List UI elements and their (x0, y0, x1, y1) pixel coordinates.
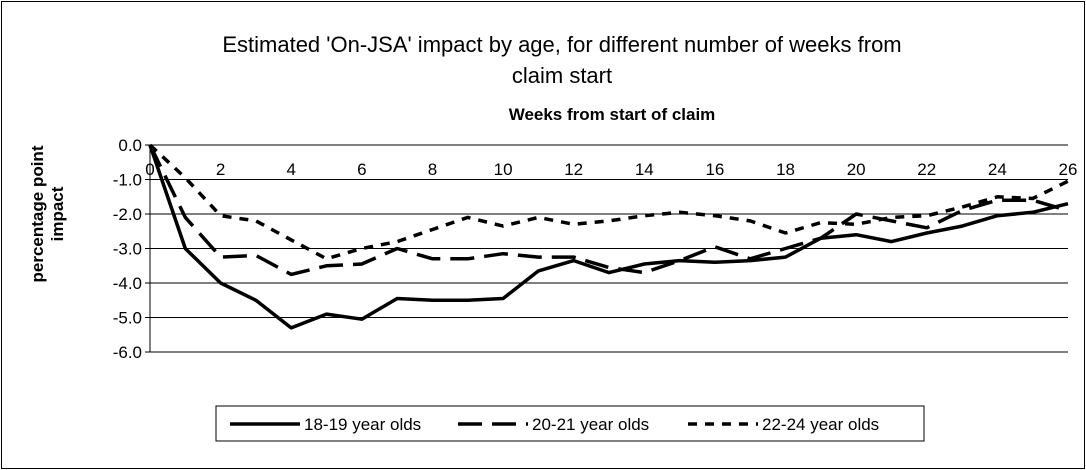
x-tick-label: 10 (494, 160, 513, 179)
chart-title-line-1: Estimated 'On-JSA' impact by age, for di… (222, 32, 901, 57)
x-axis-title: Weeks from start of claim (509, 105, 716, 124)
series-lines (148, 143, 1069, 330)
chart-title-line-2: claim start (512, 63, 612, 88)
x-tick-label: 16 (705, 160, 724, 179)
y-axis-title-line-2: impact (48, 186, 67, 241)
y-tick-label: -6.0 (113, 343, 142, 362)
series-line-2 (148, 144, 1069, 277)
y-tick-label: -3.0 (113, 240, 142, 259)
x-tick-label: 4 (286, 160, 295, 179)
x-tick-labels: 0 2 4 6 8 10 12 14 16 18 20 22 24 26 (145, 160, 1077, 179)
y-tick-label: 0.0 (118, 136, 142, 155)
x-tick-label: 8 (428, 160, 437, 179)
series-line-3 (148, 143, 1069, 261)
y-axis-title-line-1: percentage point (28, 145, 47, 282)
gridlines (145, 144, 1068, 353)
x-tick-label: 22 (917, 160, 936, 179)
x-tick-label: 20 (847, 160, 866, 179)
legend-label-1: 18-19 year olds (304, 415, 421, 434)
x-tick-label: 24 (988, 160, 1007, 179)
x-tick-label: 18 (776, 160, 795, 179)
legend-label-3: 22-24 year olds (762, 415, 879, 434)
x-tick-label: 6 (357, 160, 366, 179)
x-tick-label: 26 (1059, 160, 1078, 179)
legend: 18-19 year olds 20-21 year olds 22-24 year… (230, 415, 879, 434)
y-tick-label: -4.0 (113, 274, 142, 293)
x-tick-label: 12 (564, 160, 583, 179)
x-tick-label: 2 (216, 160, 225, 179)
y-tick-label: -2.0 (113, 205, 142, 224)
y-tick-label: -1.0 (113, 171, 142, 190)
series-line-1 (148, 144, 1069, 330)
x-tick-label: 0 (145, 160, 154, 179)
legend-label-2: 20-21 year olds (532, 415, 649, 434)
legend-box (215, 405, 925, 442)
y-tick-label: -5.0 (113, 309, 142, 328)
y-tick-labels: 0.0 -1.0 -2.0 -3.0 -4.0 -5.0 -6.0 (113, 136, 142, 362)
x-tick-label: 14 (635, 160, 654, 179)
y-axis-title: percentage point impact (28, 145, 67, 282)
